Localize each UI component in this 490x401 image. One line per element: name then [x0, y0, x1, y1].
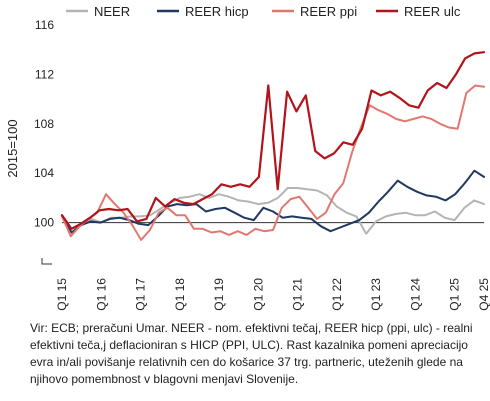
y-tick-label: 100: [34, 216, 54, 230]
y-tick-label: 108: [34, 117, 54, 131]
x-tick-label: Q1 15: [55, 278, 69, 311]
axis-break-mark: [41, 258, 52, 265]
x-tick-label: Q1 23: [369, 278, 383, 311]
x-tick-label: Q1 21: [291, 278, 305, 311]
x-tick-label: Q1 24: [408, 278, 422, 311]
source-note: Vir: ECB; preračuni Umar. NEER - nom. ef…: [30, 321, 473, 386]
x-tick-label: Q1 19: [212, 278, 226, 311]
series-line-reer-hicp: [61, 169, 485, 234]
x-tick-label: Q1 16: [94, 278, 108, 311]
y-axis-label: 2015=100: [5, 119, 20, 177]
chart-canvas: 100 104 108 112 116 2015=100 Q1 15 Q1 16 Q1 17 Q1…: [5, 4, 490, 311]
y-tick-label: 104: [34, 166, 54, 180]
legend-label-reer-ppi: REER ppi: [300, 4, 357, 19]
x-tick-label: Q1 18: [173, 278, 187, 311]
series-line-reer-ppi: [61, 84, 485, 241]
x-tick-label: Q1 17: [134, 278, 148, 311]
y-tick-label: 112: [35, 67, 54, 81]
series-line-reer-ulc: [60, 51, 486, 230]
legend-label-neer: NEER: [94, 4, 130, 19]
legend-label-reer-hicp: REER hicp: [185, 4, 249, 19]
x-tick-label: Q1 25: [448, 278, 462, 311]
x-tick-label: Q1 22: [330, 278, 344, 311]
chart: 100 104 108 112 116 2015=100 Q1 15 Q1 16 Q1 17 Q1…: [5, 4, 490, 311]
x-tick-label: Q1 20: [251, 278, 265, 311]
y-tick-label: 116: [35, 18, 54, 32]
x-tick-label: Q4 25: [477, 278, 490, 311]
legend-label-reer-ulc: REER ulc: [404, 4, 461, 19]
